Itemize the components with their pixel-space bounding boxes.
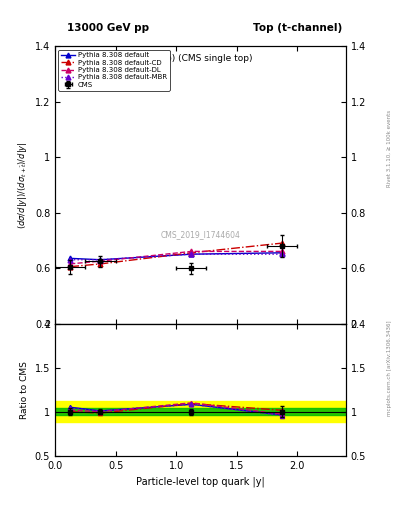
X-axis label: Particle-level top quark |y|: Particle-level top quark |y| bbox=[136, 476, 265, 486]
Pythia 8.308 default bbox=[68, 255, 73, 262]
Y-axis label: $(d\sigma/d|y|)/(d\sigma_{t+\bar{t}})/d|y|$: $(d\sigma/d|y|)/(d\sigma_{t+\bar{t}})/d|… bbox=[16, 141, 29, 229]
Text: Rivet 3.1.10, ≥ 100k events: Rivet 3.1.10, ≥ 100k events bbox=[387, 110, 392, 187]
Pythia 8.308 default-MBR bbox=[189, 251, 194, 257]
Pythia 8.308 default-CD bbox=[280, 240, 285, 246]
Text: 13000 GeV pp: 13000 GeV pp bbox=[67, 23, 149, 33]
Y-axis label: Ratio to CMS: Ratio to CMS bbox=[20, 360, 29, 418]
Pythia 8.308 default-DL bbox=[280, 248, 285, 254]
Pythia 8.308 default-CD bbox=[98, 261, 103, 267]
Legend: Pythia 8.308 default, Pythia 8.308 default-CD, Pythia 8.308 default-DL, Pythia 8: Pythia 8.308 default, Pythia 8.308 defau… bbox=[59, 50, 170, 91]
Text: Top (t-channel): Top (t-channel) bbox=[253, 23, 342, 33]
Pythia 8.308 default-MBR bbox=[280, 251, 285, 257]
Pythia 8.308 default-MBR bbox=[98, 257, 103, 263]
Pythia 8.308 default bbox=[280, 250, 285, 256]
Pythia 8.308 default-DL bbox=[98, 258, 103, 264]
Text: mcplots.cern.ch [arXiv:1306.3436]: mcplots.cern.ch [arXiv:1306.3436] bbox=[387, 321, 392, 416]
Pythia 8.308 default bbox=[189, 251, 194, 257]
Line: Pythia 8.308 default: Pythia 8.308 default bbox=[68, 250, 285, 262]
Line: Pythia 8.308 default-MBR: Pythia 8.308 default-MBR bbox=[68, 252, 285, 262]
Pythia 8.308 default bbox=[98, 257, 103, 263]
Pythia 8.308 default-MBR bbox=[68, 257, 73, 263]
Pythia 8.308 default-CD bbox=[68, 264, 73, 270]
Pythia 8.308 default-DL bbox=[68, 261, 73, 267]
Pythia 8.308 default-DL bbox=[189, 248, 194, 254]
Pythia 8.308 default-CD bbox=[189, 250, 194, 256]
Text: CMS_2019_I1744604: CMS_2019_I1744604 bbox=[160, 230, 241, 239]
Line: Pythia 8.308 default-CD: Pythia 8.308 default-CD bbox=[68, 241, 285, 269]
Line: Pythia 8.308 default-DL: Pythia 8.308 default-DL bbox=[68, 249, 285, 266]
Text: y(top) (CMS single top): y(top) (CMS single top) bbox=[148, 54, 253, 63]
